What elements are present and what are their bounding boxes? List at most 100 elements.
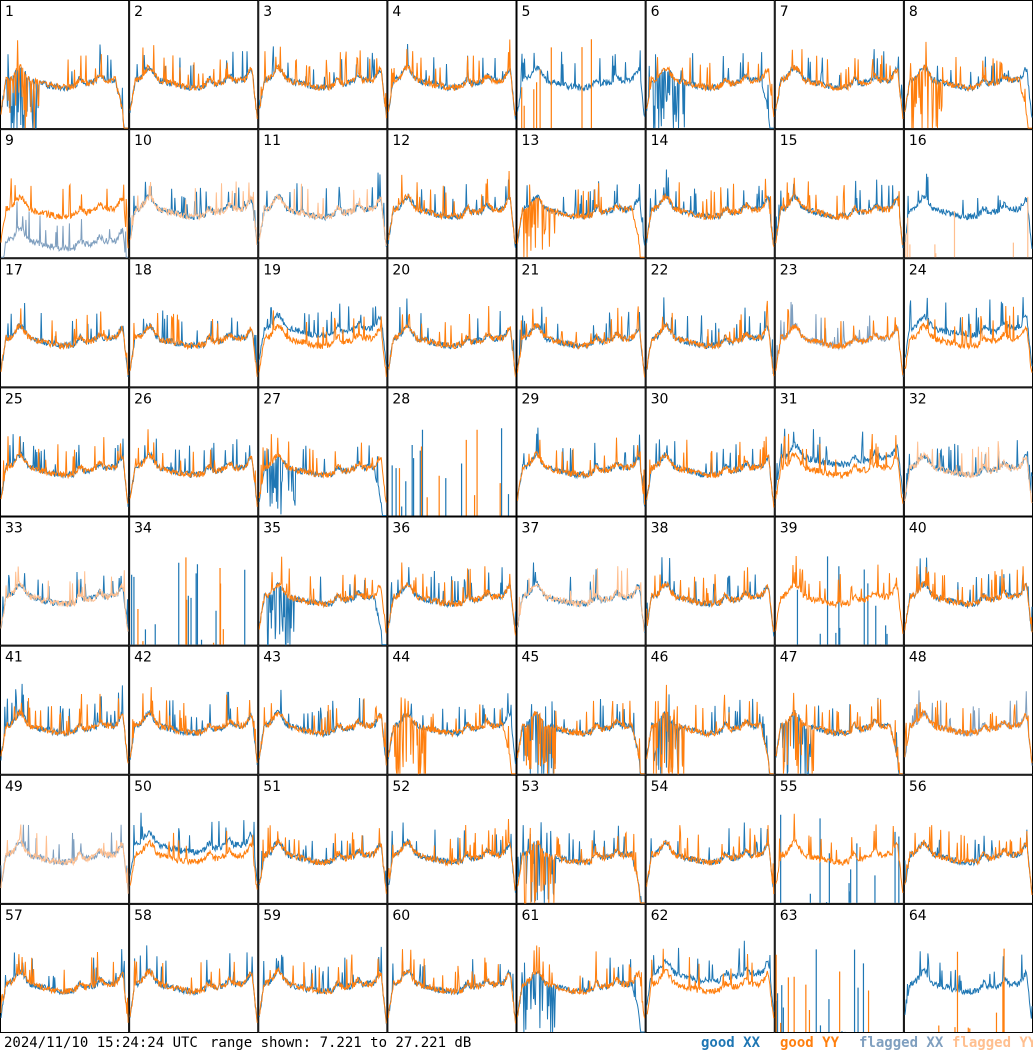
- panel-frame: [258, 258, 388, 388]
- panel-30: 30: [645, 387, 775, 517]
- series-yy: [517, 700, 645, 775]
- panel-number: 17: [5, 262, 23, 278]
- panel-frame: [903, 774, 1033, 904]
- panel-number: 40: [909, 521, 927, 537]
- series-yy: [129, 181, 258, 246]
- panel-number: 5: [522, 4, 531, 20]
- panel-52: 52: [387, 774, 517, 904]
- panel-number: 38: [651, 521, 669, 537]
- panel-frame: [774, 258, 904, 388]
- panel-18: 18: [129, 258, 259, 388]
- series-yy: [387, 819, 516, 891]
- panel-number: 46: [651, 650, 669, 666]
- panel-number: 43: [263, 650, 281, 666]
- panel-number: 26: [134, 391, 152, 407]
- series-yy: [387, 949, 516, 1024]
- panel-17: 17: [0, 258, 130, 388]
- panel-number: 7: [780, 4, 789, 20]
- panel-20: 20: [387, 258, 517, 388]
- series-yy: [904, 700, 1033, 763]
- panel-number: 9: [5, 133, 14, 149]
- series-yy: [387, 39, 516, 116]
- panel-frame: [258, 903, 388, 1033]
- series-xx: [775, 301, 904, 377]
- series-yy: [137, 557, 224, 645]
- panel-frame: [129, 903, 259, 1033]
- panel-number: 1: [5, 4, 14, 20]
- panel-number: 52: [392, 779, 410, 795]
- series-yy: [646, 567, 775, 632]
- panel-frame: [516, 129, 646, 259]
- panel-58: 58: [129, 903, 259, 1033]
- panel-26: 26: [129, 387, 259, 517]
- series-yy: [775, 177, 904, 246]
- panel-number: 47: [780, 650, 798, 666]
- panel-39: 39: [774, 516, 904, 646]
- panel-49: 49: [0, 774, 130, 904]
- panel-10: 10: [129, 129, 259, 259]
- panel-3: 3: [258, 0, 388, 130]
- series-yy: [0, 178, 129, 249]
- panel-number: 15: [780, 133, 798, 149]
- panel-number: 3: [263, 4, 272, 20]
- timestamp: 2024/11/10 15:24:24 UTC: [4, 1035, 198, 1051]
- series-xx: [775, 428, 904, 495]
- panel-number: 4: [392, 4, 401, 20]
- panel-47: 47: [774, 645, 904, 775]
- panel-number: 6: [651, 4, 660, 20]
- series-yy: [129, 429, 258, 507]
- series-yy: [387, 697, 516, 775]
- series-xx: [904, 297, 1033, 367]
- panel-number: 56: [909, 779, 927, 795]
- series-yy: [0, 693, 129, 764]
- series-yy: [646, 436, 775, 508]
- panel-13: 13: [516, 129, 646, 259]
- panel-frame: [516, 258, 646, 388]
- series-yy: [517, 827, 645, 904]
- panel-28: 28: [387, 387, 517, 517]
- series-yy: [646, 948, 775, 1019]
- panel-50: 50: [129, 774, 259, 904]
- panel-19: 19: [258, 258, 388, 388]
- panel-number: 62: [651, 908, 669, 924]
- panel-number: 64: [909, 908, 927, 924]
- panel-frame: [387, 258, 517, 388]
- series-yy: [517, 945, 646, 1019]
- panel-38: 38: [645, 516, 775, 646]
- series-xx: [258, 172, 387, 247]
- panel-number: 59: [263, 908, 281, 924]
- panel-frame: [903, 645, 1033, 775]
- range-text: range shown: 7.221 to 27.221 dB: [210, 1035, 472, 1051]
- panel-37: 37: [516, 516, 646, 646]
- panel-62: 62: [645, 903, 775, 1033]
- series-yy: [521, 39, 592, 129]
- panel-frame: [645, 258, 775, 388]
- series-xx: [646, 822, 775, 888]
- panel-number: 50: [134, 779, 152, 795]
- panel-frame: [645, 129, 775, 259]
- panel-42: 42: [129, 645, 259, 775]
- legend-good-yy: good YY: [780, 1035, 840, 1051]
- series-yy: [129, 45, 258, 119]
- panel-number: 25: [5, 391, 23, 407]
- panel-59: 59: [258, 903, 388, 1033]
- panel-33: 33: [0, 516, 130, 646]
- panel-21: 21: [516, 258, 646, 388]
- panel-number: 24: [909, 262, 927, 278]
- series-yy: [904, 41, 1032, 129]
- panel-6: 6: [645, 0, 775, 130]
- panel-number: 61: [522, 908, 540, 924]
- series-yy: [775, 433, 904, 504]
- panel-11: 11: [258, 129, 388, 259]
- series-yy: [517, 566, 645, 632]
- panel-number: 10: [134, 133, 152, 149]
- series-yy: [0, 824, 129, 894]
- series-yy: [387, 171, 516, 244]
- panel-number: 60: [392, 908, 410, 924]
- panel-22: 22: [645, 258, 775, 388]
- panel-25: 25: [0, 387, 130, 517]
- series-xx: [517, 50, 646, 117]
- series-yy: [0, 566, 129, 632]
- panel-number: 33: [5, 521, 23, 537]
